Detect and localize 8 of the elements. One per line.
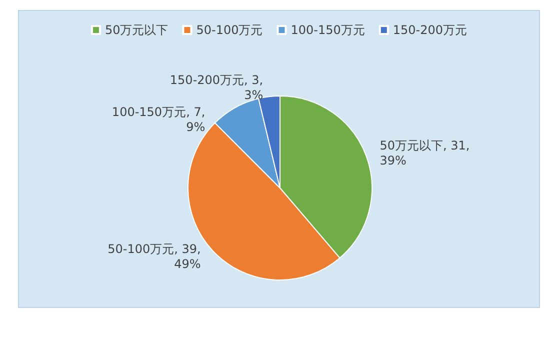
legend-label: 50-100万元 [196, 23, 263, 37]
data-label: 50万元以下, 31, 39% [380, 138, 470, 168]
legend-label: 150-200万元 [392, 23, 468, 37]
data-label: 100-150万元, 7, 9% [112, 105, 206, 134]
data-label: 150-200万元, 3, 3% [170, 73, 264, 102]
legend-label: 50万元以下 [104, 23, 168, 37]
legend-label: 100-150万元 [290, 23, 365, 37]
data-label: 50-100万元, 39, 49% [108, 242, 201, 272]
